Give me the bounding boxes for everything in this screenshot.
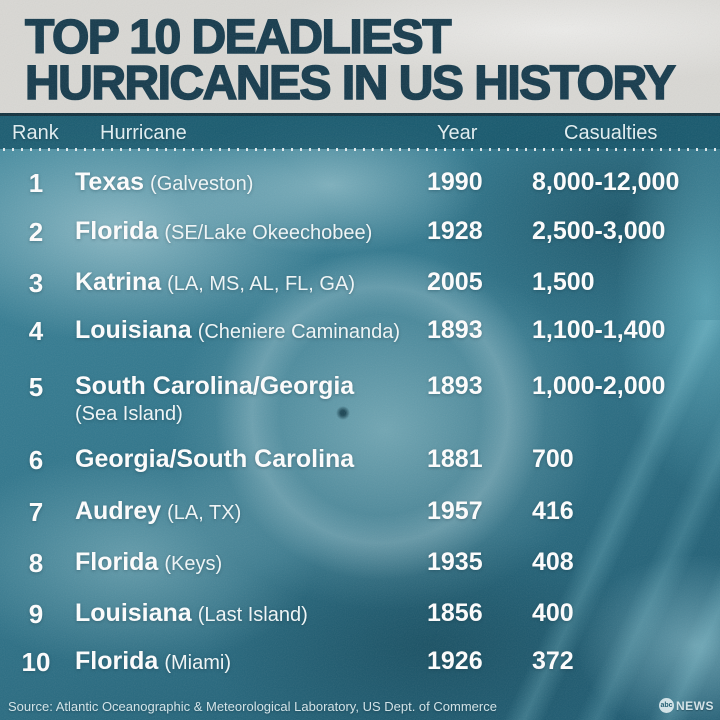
table-header-band: Rank Hurricane Year Casualties — [0, 113, 720, 149]
dotted-separator — [3, 148, 718, 151]
abc-news-logo: abc NEWS — [659, 697, 714, 714]
page-title-line1: TOP 10 DEADLIEST — [24, 11, 452, 64]
title-banner: TOP 10 DEADLIEST HURRICANES IN US HISTOR… — [0, 0, 720, 113]
column-header-year: Year — [437, 122, 478, 144]
abc-logo-icon: abc — [659, 698, 674, 713]
abc-news-wordmark: NEWS — [676, 698, 714, 713]
column-header-hurricane: Hurricane — [100, 122, 187, 144]
page-title-line2: HURRICANES IN US HISTORY — [24, 57, 677, 110]
column-header-casualties: Casualties — [564, 122, 658, 144]
column-header-rank: Rank — [12, 122, 59, 144]
source-attribution: Source: Atlantic Oceanographic & Meteoro… — [8, 699, 497, 714]
